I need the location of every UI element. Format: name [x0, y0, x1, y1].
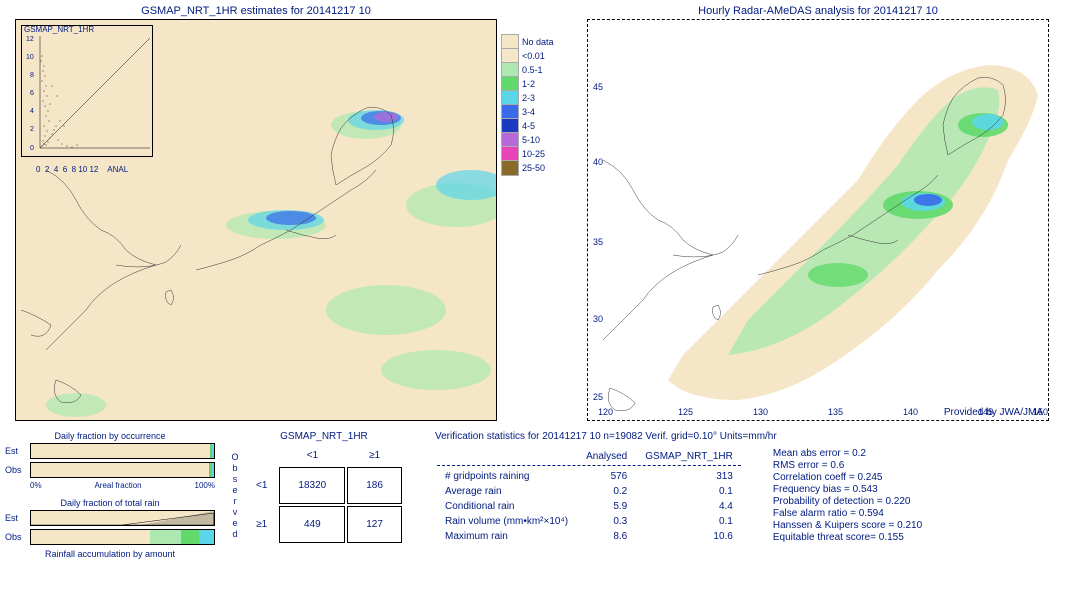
- right-map-svg: 35 40 45 30 25 150 125 130 135 140 145 1…: [588, 20, 1048, 420]
- frac-total-est-label: Est: [5, 513, 30, 523]
- frac-axis-center: Areal fraction: [94, 481, 141, 490]
- frac-axis-right: 100%: [195, 481, 215, 490]
- legend-item: No data: [501, 35, 571, 49]
- score-item: False alarm ratio = 0.594: [773, 508, 922, 519]
- score-item: Hanssen & Kuipers score = 0.210: [773, 520, 922, 531]
- score-item: Equitable threat score= 0.155: [773, 532, 922, 543]
- legend-item: 1-2: [501, 77, 571, 91]
- legend-item: 25-50: [501, 161, 571, 175]
- stats-header: Verification statistics for 20141217 10 …: [435, 431, 1080, 442]
- legend-item: 10-25: [501, 147, 571, 161]
- contingency-column: Observed GSMAP_NRT_1HR <1≥1 <1 18320 186…: [230, 431, 420, 561]
- frac-total-obs-label: Obs: [5, 532, 30, 542]
- fraction-column: Daily fraction by occurrence Est Obs 0% …: [5, 431, 215, 561]
- legend-item: 5-10: [501, 133, 571, 147]
- frac-bar: [30, 462, 215, 478]
- color-legend: No data<0.010.5-11-22-33-44-55-1010-2525…: [501, 35, 571, 175]
- scatter-inset: GSMAP_NRT_1HR: [21, 25, 153, 157]
- legend-item: 0.5-1: [501, 63, 571, 77]
- left-map-title: GSMAP_NRT_1HR estimates for 20141217 10: [15, 5, 497, 17]
- frac-total-obs-bar: [30, 529, 215, 545]
- svg-text:125: 125: [678, 407, 693, 417]
- svg-text:6: 6: [30, 90, 34, 97]
- svg-text:40: 40: [593, 157, 603, 167]
- legend-item: 2-3: [501, 91, 571, 105]
- score-item: RMS error = 0.6: [773, 460, 922, 471]
- svg-text:25: 25: [593, 392, 603, 402]
- frac-total-est-bar: [30, 510, 215, 526]
- contingency-side-label: Observed: [230, 452, 240, 540]
- svg-text:45: 45: [593, 82, 603, 92]
- right-map-box: 35 40 45 30 25 150 125 130 135 140 145 1…: [587, 19, 1049, 421]
- cont-cell-11: 127: [347, 506, 402, 543]
- svg-text:0: 0: [30, 145, 34, 152]
- svg-text:30: 30: [593, 314, 603, 324]
- score-item: Probability of detection = 0.220: [773, 496, 922, 507]
- score-item: Mean abs error = 0.2: [773, 448, 922, 459]
- contingency-title: GSMAP_NRT_1HR: [244, 431, 404, 442]
- svg-text:140: 140: [903, 407, 918, 417]
- frac-total-title: Daily fraction of total rain: [5, 498, 215, 508]
- right-map-panel: Hourly Radar-AMeDAS analysis for 2014121…: [587, 5, 1049, 421]
- left-map-panel: GSMAP_NRT_1HR estimates for 20141217 10 …: [15, 5, 497, 421]
- svg-text:130: 130: [753, 407, 768, 417]
- score-item: Frequency bias = 0.543: [773, 484, 922, 495]
- score-item: Correlation coeff = 0.245: [773, 472, 922, 483]
- cont-cell-00: 18320: [279, 467, 345, 504]
- bottom-row: Daily fraction by occurrence Est Obs 0% …: [5, 431, 1080, 561]
- legend-item: 4-5: [501, 119, 571, 133]
- svg-text:10: 10: [26, 54, 34, 61]
- score-list: Mean abs error = 0.2RMS error = 0.6Corre…: [773, 448, 922, 545]
- svg-text:8: 8: [30, 72, 34, 79]
- legend-item: 3-4: [501, 105, 571, 119]
- frac-total-footer: Rainfall accumulation by amount: [5, 549, 215, 559]
- stats-table: AnalysedGSMAP_NRT_1HR # gridpoints raini…: [435, 448, 743, 545]
- frac-bar: [30, 443, 215, 459]
- left-map-box: GSMAP_NRT_1HR: [15, 19, 497, 421]
- svg-text:12: 12: [26, 36, 34, 43]
- svg-text:135: 135: [828, 407, 843, 417]
- contingency-table: <1≥1 <1 18320 186 ≥1 449 127: [244, 444, 404, 545]
- top-row: GSMAP_NRT_1HR estimates for 20141217 10 …: [5, 5, 1080, 421]
- cont-cell-10: 449: [279, 506, 345, 543]
- svg-text:4: 4: [30, 108, 34, 115]
- svg-text:35: 35: [593, 237, 603, 247]
- map-attribution: Provided by JWA/JMA: [944, 407, 1043, 418]
- svg-text:2: 2: [30, 126, 34, 133]
- frac-occ-title: Daily fraction by occurrence: [5, 431, 215, 441]
- svg-text:120: 120: [598, 407, 613, 417]
- frac-axis-left: 0%: [30, 481, 42, 490]
- stats-column: Verification statistics for 20141217 10 …: [435, 431, 1080, 561]
- legend-item: <0.01: [501, 49, 571, 63]
- right-map-title: Hourly Radar-AMeDAS analysis for 2014121…: [587, 5, 1049, 17]
- cont-cell-01: 186: [347, 467, 402, 504]
